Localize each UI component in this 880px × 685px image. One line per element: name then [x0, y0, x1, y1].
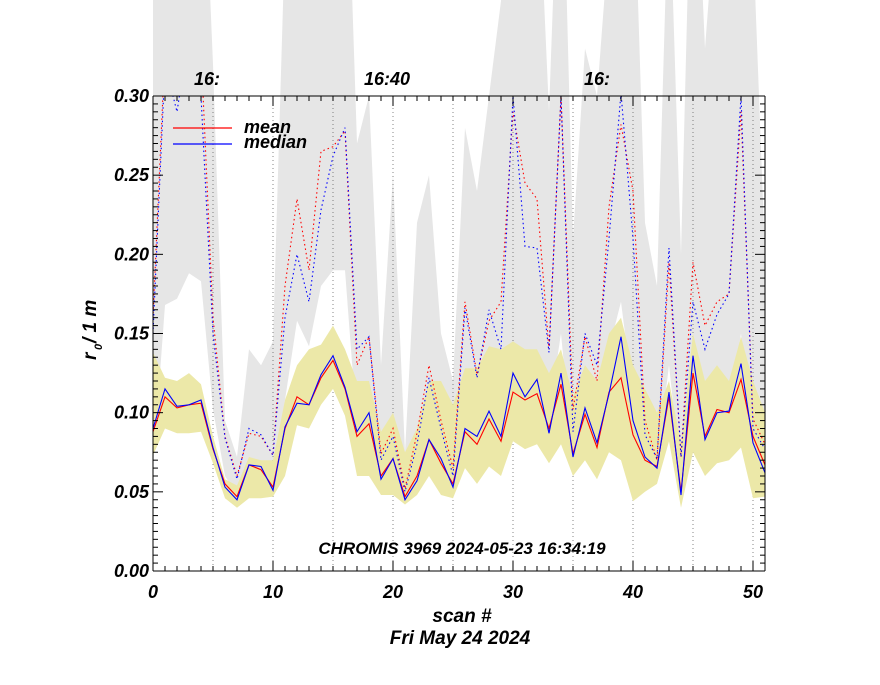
- dotted-series-layer: [153, 96, 765, 492]
- time-label: 16:: [194, 69, 220, 89]
- x-tick-label: 50: [743, 582, 763, 602]
- y-axis-title: r 0 / 1 m: [80, 300, 105, 360]
- mean-range-band-layer: [153, 317, 765, 508]
- time-label: 16:40: [364, 69, 410, 89]
- solid-series-layer: [153, 336, 765, 502]
- y-axis-title-subscript: 0: [93, 343, 105, 350]
- y-tick-label: 0.30: [114, 86, 149, 106]
- legend-median-label: median: [244, 132, 307, 152]
- y-axis-title-unit: / 1 m: [80, 300, 101, 344]
- x-axis-title: scan #: [432, 606, 492, 627]
- legend: mean median: [173, 117, 307, 152]
- y-axis-title-main: r: [80, 351, 101, 360]
- dotted-mean-line: [153, 96, 765, 489]
- legend-mean-label: mean: [244, 117, 291, 137]
- dotted-range-band-layer: [153, 0, 765, 500]
- y-tick-label: 0.10: [114, 403, 149, 423]
- y-tick-label: 0.20: [114, 244, 149, 264]
- x-tick-label: 30: [503, 582, 523, 602]
- x-tick-label: 20: [382, 582, 403, 602]
- x-tick-label: 10: [263, 582, 283, 602]
- y-tick-label: 0.00: [114, 561, 149, 581]
- y-tick-label: 0.25: [114, 165, 150, 185]
- tick-labels: 0 10 20 30 40 50 0.00 0.05 0.10 0.15 0.20 0.25 0.30 1…: [114, 69, 763, 602]
- median-line: [153, 336, 765, 502]
- chart-annotation: CHROMIS 3969 2024-05-23 16:34:19: [318, 539, 606, 558]
- dotted-range-band: [153, 0, 765, 500]
- time-label: 16:: [584, 69, 610, 89]
- x-tick-label: 0: [148, 582, 158, 602]
- y-tick-label: 0.05: [114, 482, 150, 502]
- mean-range-band: [153, 317, 765, 508]
- date-label: Fri May 24 2024: [390, 628, 531, 649]
- axes: [152, 95, 766, 572]
- y-tick-label: 0.15: [114, 324, 150, 344]
- x-tick-label: 40: [622, 582, 643, 602]
